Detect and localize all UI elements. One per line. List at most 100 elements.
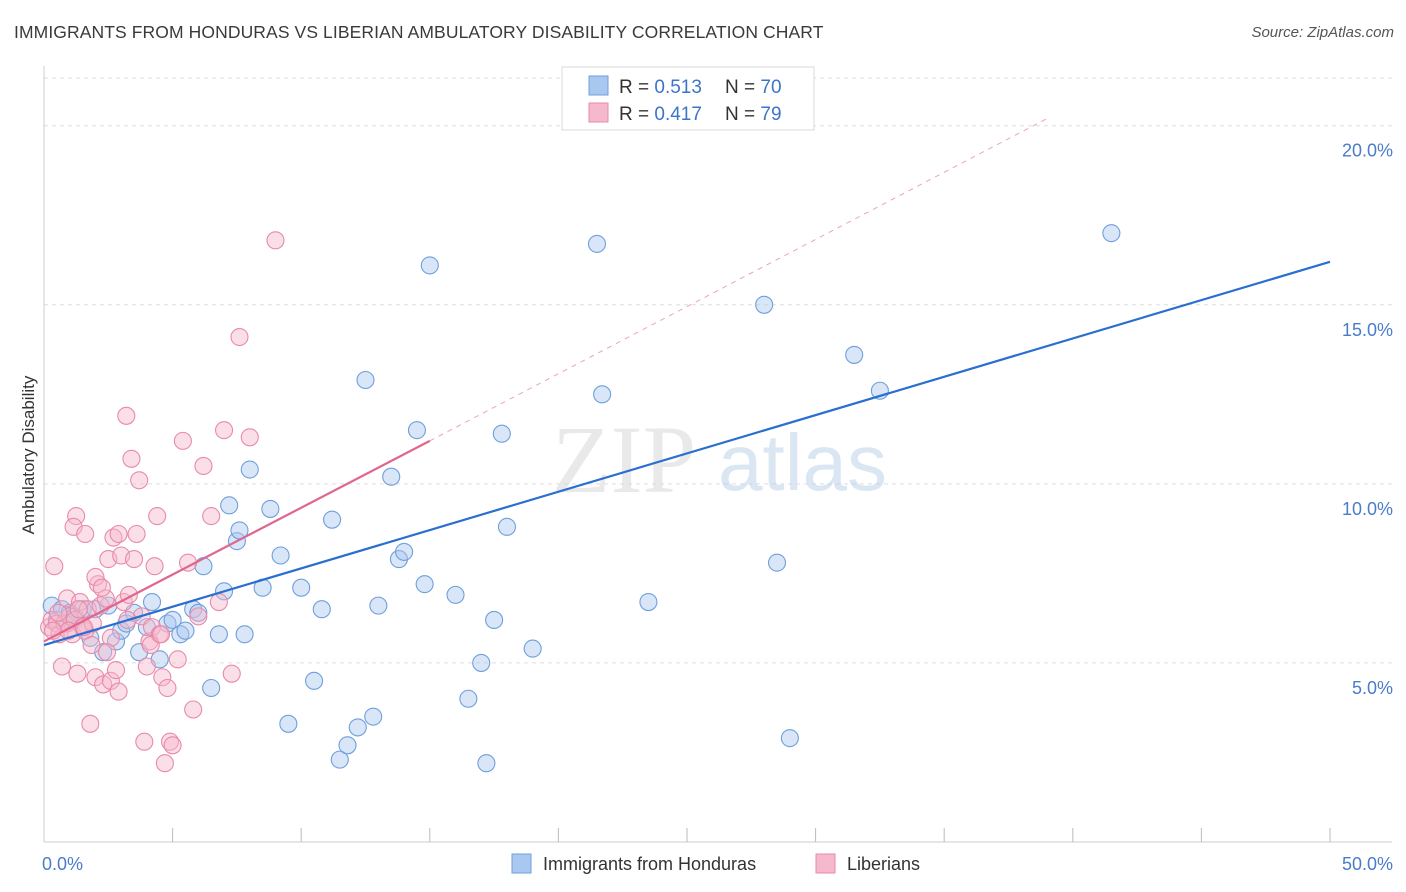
point-pink-64 <box>76 524 95 544</box>
legend-n-value-2: 79 <box>760 104 781 125</box>
point-pink-30 <box>117 406 136 425</box>
point-pink-52 <box>184 700 203 719</box>
point-blue-57 <box>485 610 504 630</box>
point-blue-26 <box>202 678 221 698</box>
legend-r-value-2: 0.417 <box>654 104 702 125</box>
point-pink-73 <box>49 603 68 622</box>
point-blue-17 <box>142 592 162 612</box>
point-pink-58 <box>222 664 241 683</box>
point-pink-50 <box>173 431 192 450</box>
point-blue-0 <box>42 596 61 615</box>
point-blue-67 <box>780 729 799 748</box>
point-blue-60 <box>523 639 542 658</box>
point-pink-45 <box>155 754 174 773</box>
point-pink-46 <box>158 678 177 698</box>
point-pink-38 <box>137 657 156 676</box>
trend-line-pink <box>43 439 431 643</box>
source-label: Source: ZipAtlas.com <box>1251 24 1394 41</box>
legend-swatch-honduras <box>511 853 532 874</box>
point-blue-63 <box>593 385 612 404</box>
point-blue-64 <box>639 592 658 612</box>
x-tick-label-1: 50.0% <box>1342 854 1393 874</box>
point-blue-56 <box>477 754 496 773</box>
point-pink-70 <box>82 635 101 655</box>
legend-swatch-pink <box>588 102 609 123</box>
point-pink-44 <box>153 668 172 687</box>
correlation-legend: R = 0.513 N = 70 R = 0.417 N = 79 <box>561 66 815 131</box>
point-pink-65 <box>109 524 128 544</box>
legend-swatch-liberians <box>815 853 836 874</box>
point-blue-9 <box>94 643 113 662</box>
point-pink-2 <box>45 557 64 576</box>
legend-r-label-2: R = <box>619 104 654 125</box>
point-blue-51 <box>407 421 426 440</box>
point-blue-46 <box>364 707 383 726</box>
legend-row-2: R = 0.417 N = 79 <box>619 104 782 125</box>
legend-n-label-1: N = <box>725 77 760 98</box>
x-tick-label-0: 0.0% <box>42 854 83 874</box>
point-blue-38 <box>292 578 311 597</box>
legend-n-label-2: N = <box>725 104 760 125</box>
trend-line-blue <box>43 260 1331 647</box>
point-pink-59 <box>230 327 249 347</box>
point-blue-40 <box>312 600 331 619</box>
point-pink-25 <box>104 528 123 547</box>
legend-swatch-blue <box>588 75 609 96</box>
point-pink-12 <box>70 592 90 612</box>
point-blue-45 <box>356 370 375 390</box>
trend-extension-pink <box>429 118 1048 442</box>
point-blue-25 <box>194 557 213 576</box>
watermark: ZIP atlas <box>552 406 887 513</box>
point-blue-37 <box>279 714 298 733</box>
point-pink-35 <box>130 471 149 490</box>
point-blue-70 <box>1102 224 1121 243</box>
legend-r-value-1: 0.513 <box>654 77 702 98</box>
point-pink-67 <box>92 578 111 597</box>
point-pink-56 <box>209 592 228 612</box>
point-blue-20 <box>163 610 182 630</box>
point-pink-41 <box>145 557 164 576</box>
point-blue-52 <box>415 575 434 594</box>
point-blue-39 <box>305 671 324 690</box>
point-blue-48 <box>382 467 401 486</box>
y-tick-labels: 5.0% 10.0% 15.0% 20.0% <box>1342 141 1393 698</box>
point-blue-53 <box>420 256 439 275</box>
point-blue-29 <box>220 496 239 515</box>
point-pink-48 <box>163 736 182 755</box>
point-pink-26 <box>106 661 126 680</box>
point-blue-66 <box>767 553 787 572</box>
point-pink-62 <box>67 507 86 526</box>
point-blue-65 <box>755 295 774 314</box>
chart-title: IMMIGRANTS FROM HONDURAS VS LIBERIAN AMB… <box>14 22 824 42</box>
point-pink-55 <box>202 507 221 526</box>
point-blue-68 <box>845 345 864 364</box>
point-pink-76 <box>151 625 171 644</box>
legend-label-liberians: Liberians <box>847 854 920 874</box>
point-pink-63 <box>64 517 83 536</box>
point-blue-42 <box>330 750 349 769</box>
point-pink-22 <box>96 589 115 608</box>
point-pink-71 <box>69 600 88 619</box>
point-pink-27 <box>109 682 128 701</box>
point-blue-54 <box>446 585 465 604</box>
legend-r-label-1: R = <box>619 77 654 98</box>
point-pink-53 <box>189 607 208 626</box>
legend-label-honduras: Immigrants from Honduras <box>543 854 756 874</box>
point-blue-43 <box>338 736 357 755</box>
y-axis-label: Ambulatory Disability <box>19 375 38 534</box>
watermark-atlas: atlas <box>718 418 887 507</box>
y-tick-label-3: 20.0% <box>1342 141 1393 161</box>
y-tick-label-0: 5.0% <box>1352 678 1393 698</box>
watermark-zip: ZIP <box>552 406 696 513</box>
point-pink-40 <box>142 618 162 637</box>
point-pink-37 <box>135 732 154 751</box>
point-blue-22 <box>176 621 195 640</box>
point-blue-32 <box>235 625 254 644</box>
legend-row-1: R = 0.513 N = 70 <box>619 77 782 98</box>
point-pink-69 <box>101 628 120 647</box>
point-pink-34 <box>127 524 146 544</box>
point-blue-50 <box>395 542 414 561</box>
point-blue-27 <box>209 625 228 644</box>
legend-n-value-1: 70 <box>760 77 781 98</box>
point-blue-59 <box>497 517 517 536</box>
